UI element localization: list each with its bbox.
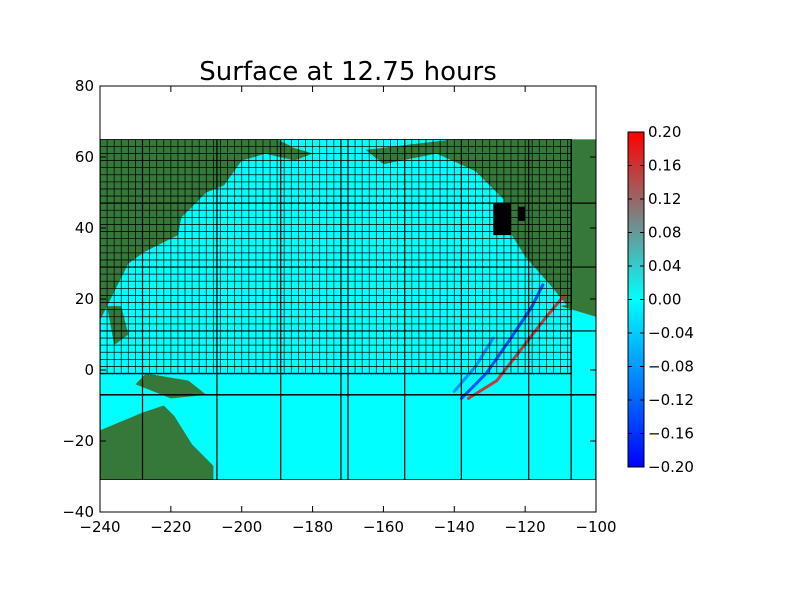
x-tick-label: −180 [292,518,333,536]
land-australia [100,405,214,481]
plot-area [100,139,596,481]
colorbar-tick-label: −0.20 [648,458,694,476]
land-asia [100,139,292,321]
data-region [100,139,596,481]
colorbar-tick-label: 0.20 [648,123,681,141]
land-north-america [365,139,596,307]
x-tick-label: −200 [221,518,262,536]
y-tick-label: 40 [75,219,94,237]
y-tick-label: 60 [75,148,94,166]
black-patch [518,206,526,221]
colorbar-tick-label: 0.00 [648,291,681,309]
land-philippines [107,306,129,346]
refinement-patch-outline [100,139,572,375]
x-tick-label: −240 [79,518,120,536]
colorbar-tick-label: 0.08 [648,224,681,242]
colorbar-tick-label: −0.16 [648,425,694,443]
refinement-patch-outline [100,394,596,481]
colorbar-tick-label: 0.16 [648,157,681,175]
x-tick-label: −160 [363,518,404,536]
chart-title: Surface at 12.75 hours [199,57,497,87]
y-tick-label: 80 [75,77,94,95]
axes: −240 −220 −200 −180 −160 −140 −120 −100−40−2002… [62,77,616,536]
colorbar-tick-label: −0.04 [648,324,694,342]
x-tick-label: −100 [575,518,616,536]
land-central-america [560,299,596,317]
colorbar: 0.20 0.16 0.12 0.08 0.04 0.00 −0.04 −0.08 −0.12 −… [627,123,694,476]
colorbar-tick-label: −0.08 [648,358,694,376]
colorbar-tick-label: −0.12 [648,391,694,409]
x-tick-label: −220 [150,518,191,536]
x-tick-label: −140 [434,518,475,536]
colorbar-tick-label: 0.04 [648,257,681,275]
x-tick-label: −120 [505,518,546,536]
y-tick-label: −40 [62,503,94,521]
black-patch [493,203,511,236]
coarse-grid [100,139,596,481]
y-tick-label: 0 [84,361,94,379]
colorbar-tick-label: 0.12 [648,190,681,208]
y-tick-label: −20 [62,432,94,450]
fine-grid [100,139,572,374]
land-new-guinea [135,373,207,399]
y-tick-label: 20 [75,290,94,308]
